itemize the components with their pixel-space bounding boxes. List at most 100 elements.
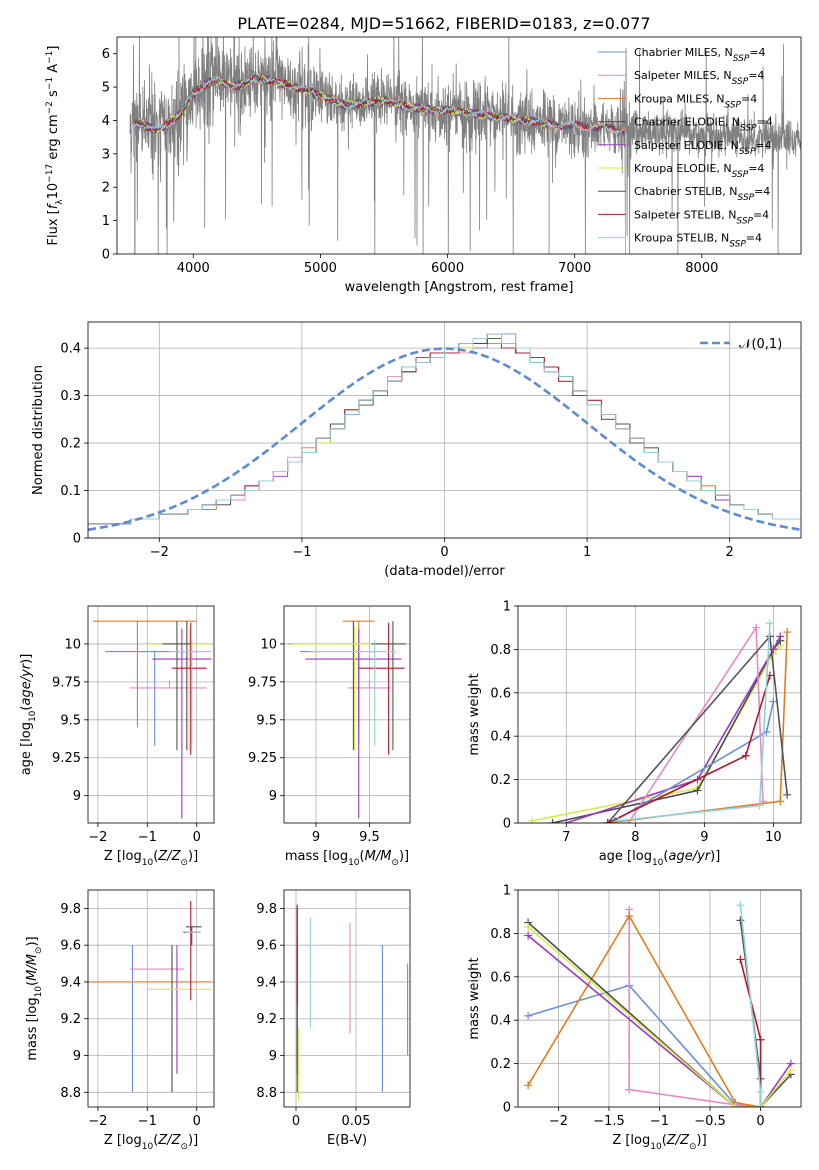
weight-marker [736, 901, 745, 910]
y-tick-label: 9.6 [256, 939, 277, 954]
legend-label: Chabrier ELODIE, NSSP=4 [634, 116, 773, 134]
weight-line [527, 921, 792, 1107]
plot-area-weight_vs_Z [524, 901, 795, 1107]
y-tick-label: 0 [503, 817, 511, 832]
axes-frame [116, 36, 802, 255]
plot-area-mass_vs_EBV [296, 904, 409, 1102]
legend-label: Kroupa STELIB, NSSP=4 [634, 232, 762, 250]
legend-entry-chabrier-stelib: Chabrier STELIB, NSSP=4 [598, 185, 770, 203]
weight-marker [752, 623, 761, 632]
y-tick-label: 9 [73, 1049, 81, 1064]
y-tick-label: 9.5 [256, 713, 277, 728]
y-tick-label: 0.2 [60, 437, 81, 452]
x-tick-label: 0 [193, 1114, 201, 1129]
x-tick-label: 6000 [431, 261, 464, 276]
y-tick-label: 0.3 [60, 389, 81, 404]
legend-entry-kroupa-stelib: Kroupa STELIB, NSSP=4 [598, 232, 762, 250]
weight-marker [625, 912, 634, 921]
x-tick-label: 9 [312, 830, 320, 845]
y-tick-label: 3 [102, 147, 110, 162]
x-tick-label: 0.05 [342, 1114, 371, 1129]
weight-marker [741, 751, 750, 760]
errorbar-salpeter-miles [130, 680, 207, 689]
plot-area-weight_vs_age [527, 619, 792, 823]
weight-marker [736, 916, 745, 925]
y-tick-label: 8.8 [60, 1086, 81, 1101]
y-tick-label: 0 [102, 248, 110, 263]
y-tick-label: 9.4 [256, 975, 277, 990]
weight-marker [562, 819, 571, 823]
x-tick-label: 0 [193, 830, 201, 845]
legend-label: Salpeter ELODIE, NSSP=4 [634, 139, 772, 157]
errorbar-kroupa-miles [92, 620, 197, 728]
weight-line [527, 926, 792, 1107]
y-tick-label: 9.25 [52, 751, 81, 766]
legend-entry-chabrier-miles: Chabrier MILES, NSSP=4 [598, 46, 766, 64]
y-axis-label: Flux [fλ10−17 erg cm−2 s−1 A−1] [45, 46, 65, 246]
axes-frame [283, 605, 411, 824]
errorbar-kroupa-stelib [310, 639, 397, 746]
y-tick-label: 1 [102, 214, 110, 229]
panel-mass_vs_EBV: 0 0.05 8.8 9 9.2 9.4 9.6 9.8 E(B-V) [256, 889, 411, 1148]
axes-frame [517, 605, 802, 824]
legend-label: Chabrier MILES, NSSP=4 [634, 46, 766, 64]
x-tick-label: 9 [700, 830, 708, 845]
weight-marker [527, 816, 536, 823]
legend-label: Kroupa ELODIE, NSSP=4 [634, 162, 764, 180]
weight-line [628, 909, 761, 1107]
weight-line [527, 934, 792, 1107]
errorbar-salpeter-stelib [358, 622, 405, 755]
weight-marker [524, 922, 533, 931]
legend-entry-salpeter-miles: Salpeter MILES, NSSP=4 [598, 69, 764, 87]
legend-normal: 𝒩(0,1) [700, 337, 782, 352]
plot-area-age_vs_mass [289, 620, 406, 819]
plot-area-mass_vs_Z [88, 901, 212, 1093]
weight-marker [783, 790, 792, 799]
weight-marker [524, 1081, 533, 1090]
x-axis-label: Z [log10(Z/Z⊙)] [104, 849, 198, 868]
weight-series-salpeter-elodie [562, 632, 785, 823]
y-tick-label: 1 [503, 600, 511, 615]
y-axis-label: Normed distribution [31, 365, 46, 495]
panel-spectrum: 4000 5000 6000 7000 8000 0 1 2 3 4 5 6 wavelength [A… [45, 36, 802, 295]
panel-age_vs_Z: −2 −1 0 9 9.25 9.5 9.75 10 Z [log10(Z/Z⊙)] age [l… [19, 605, 215, 868]
weight-marker [625, 1085, 634, 1094]
y-tick-label: 10 [64, 637, 81, 652]
weight-marker [755, 801, 764, 810]
weight-series-salpeter-miles [625, 905, 765, 1107]
weight-marker [731, 1103, 740, 1107]
weight-marker [786, 1066, 795, 1075]
legend-label: Chabrier STELIB, NSSP=4 [634, 185, 770, 203]
errorbar-kroupa-stelib [169, 639, 212, 746]
y-axis-label: mass weight [467, 673, 482, 755]
legend-entry-kroupa-elodie: Kroupa ELODIE, NSSP=4 [598, 162, 764, 180]
legend-entry-kroupa-miles: Kroupa MILES, NSSP=4 [598, 92, 757, 110]
y-tick-label: 0.4 [60, 342, 81, 357]
x-axis-label: Z [log10(Z/Z⊙)] [104, 1133, 198, 1152]
y-axis-label: age [log10(age/yr)] [19, 654, 38, 776]
weight-series-kroupa-stelib [614, 619, 774, 823]
errorbar-chabrier-stelib [162, 621, 192, 751]
y-tick-label: 0 [503, 1101, 511, 1116]
x-tick-label: 2 [726, 545, 734, 560]
x-tick-label: −1 [138, 830, 157, 845]
weight-line [552, 640, 781, 823]
spectrum-data-line [129, 37, 801, 254]
panel-residuals: −2 −1 0 1 2 0 0.1 0.2 0.3 0.4 (data-model)/error No… [31, 321, 802, 579]
errorbar-salpeter-stelib [172, 622, 207, 755]
y-tick-label: 0.6 [490, 686, 511, 701]
y-tick-label: 9.8 [60, 902, 81, 917]
plot-area-age_vs_Z [92, 620, 212, 819]
x-axis-label: age [log10(age/yr)] [599, 849, 721, 868]
weight-marker [783, 628, 792, 637]
x-axis-label: Z [log10(Z/Z⊙)] [612, 1133, 706, 1152]
errorbar-chabrier-stelib [185, 926, 202, 946]
x-axis-label: wavelength [Angstrom, rest frame] [345, 280, 574, 295]
weight-marker [776, 797, 785, 806]
y-tick-label: 0 [73, 532, 81, 547]
x-tick-label: −1 [650, 1114, 669, 1129]
x-tick-label: 4000 [177, 261, 210, 276]
y-tick-label: 0.1 [60, 484, 81, 499]
y-tick-label: 9.2 [60, 1012, 81, 1027]
